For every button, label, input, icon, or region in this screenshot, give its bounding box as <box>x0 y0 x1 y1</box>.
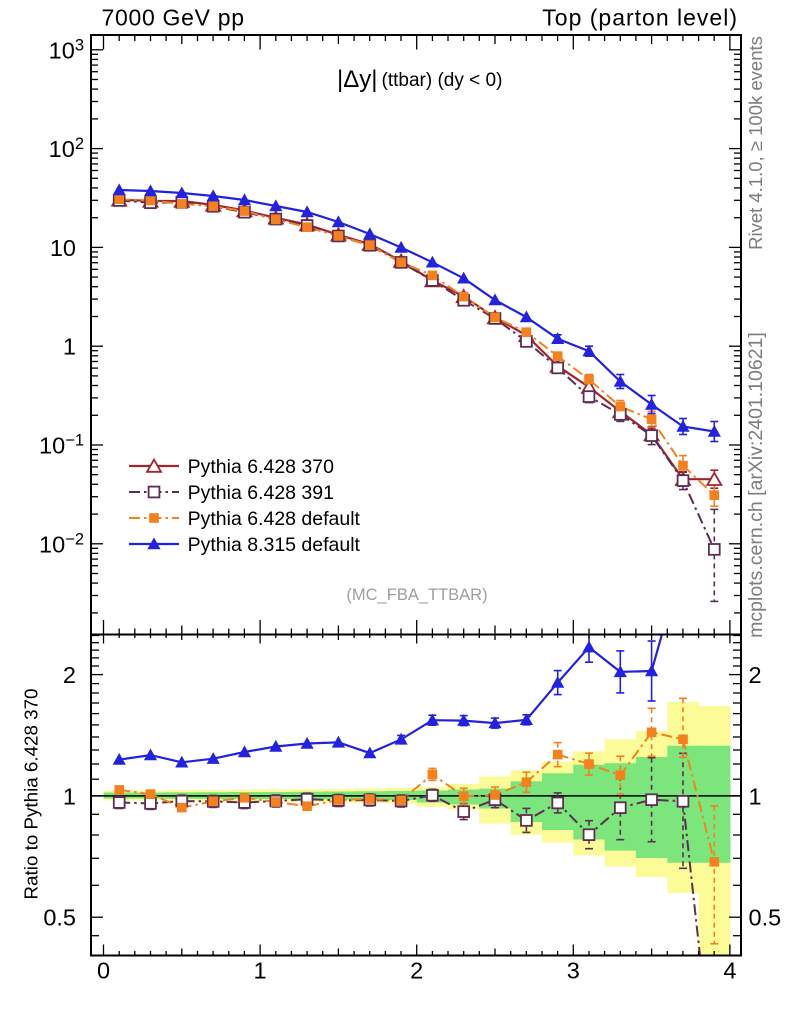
svg-text:Pythia 6.428 370: Pythia 6.428 370 <box>188 456 335 478</box>
svg-text:Pythia 6.428 391: Pythia 6.428 391 <box>188 482 334 504</box>
svg-text:10−2: 10−2 <box>39 530 84 557</box>
svg-text:0.5: 0.5 <box>43 905 76 931</box>
svg-text:(MC_FBA_TTBAR): (MC_FBA_TTBAR) <box>346 586 487 604</box>
svg-text:2: 2 <box>749 662 762 688</box>
svg-text:Top (parton level): Top (parton level) <box>542 5 738 31</box>
svg-text:7000 GeV pp: 7000 GeV pp <box>102 5 245 31</box>
svg-text:mcplots.cern.ch [arXiv:2401.10: mcplots.cern.ch [arXiv:2401.10621] <box>745 332 767 638</box>
svg-text:1: 1 <box>254 958 267 984</box>
svg-text:Rivet 4.1.0, ≥ 100k events: Rivet 4.1.0, ≥ 100k events <box>745 36 766 250</box>
svg-text:0: 0 <box>97 958 110 984</box>
svg-text:1: 1 <box>63 334 76 360</box>
svg-text:0.5: 0.5 <box>749 905 782 931</box>
svg-text:1: 1 <box>63 783 76 809</box>
svg-text:Ratio to Pythia 6.428 370: Ratio to Pythia 6.428 370 <box>21 689 42 900</box>
svg-text:4: 4 <box>723 958 736 984</box>
svg-text:3: 3 <box>567 958 580 984</box>
svg-text:1: 1 <box>749 783 762 809</box>
svg-text:Pythia 8.315 default: Pythia 8.315 default <box>188 534 361 556</box>
svg-text:|Δy|(ttbar) (dy < 0): |Δy| (ttbar) (dy < 0) <box>337 66 502 93</box>
svg-text:2: 2 <box>63 662 76 688</box>
svg-text:2: 2 <box>410 958 423 984</box>
svg-text:Pythia 6.428 default: Pythia 6.428 default <box>188 508 361 530</box>
svg-text:10: 10 <box>50 235 76 261</box>
